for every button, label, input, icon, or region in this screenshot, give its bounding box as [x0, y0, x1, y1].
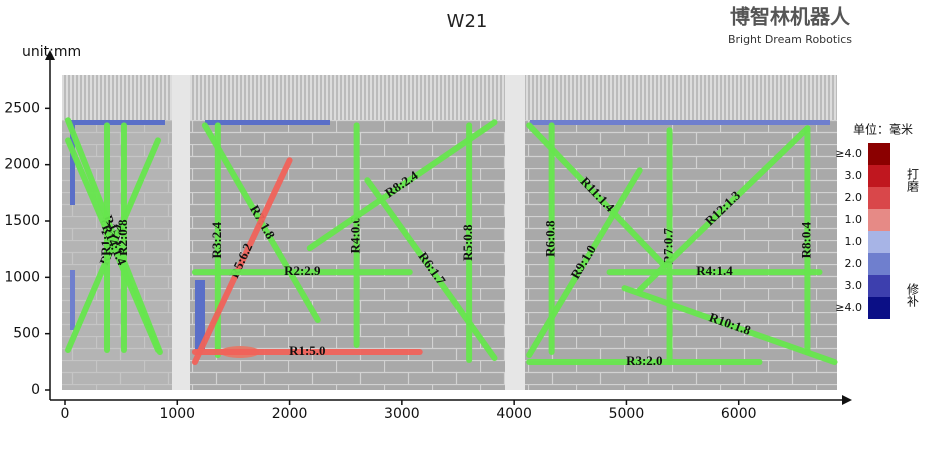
- colorbar-upper-note: 打磨: [906, 168, 920, 193]
- colorbar-swatch: [868, 187, 890, 209]
- measure-line: [621, 285, 838, 366]
- colorbar-swatch: [868, 253, 890, 275]
- y-tick-label: 1000: [4, 269, 40, 285]
- measure-label: R3:2.0: [626, 353, 662, 368]
- y-tick-label: 1500: [4, 213, 40, 229]
- colorbar-swatch: [868, 231, 890, 253]
- colorbar-label: ≥4.0: [835, 301, 862, 314]
- brand-name: 博智林机器人: [730, 5, 851, 29]
- measure-line: [306, 119, 498, 252]
- measure-line: [636, 125, 811, 294]
- x-tick-label: 4000: [496, 406, 532, 422]
- measure-label: R3:2.4: [209, 221, 224, 258]
- colorbar-swatch: [868, 165, 890, 187]
- colorbar-title: 单位：毫米: [853, 122, 913, 137]
- chart-title: W21: [447, 11, 488, 32]
- measure-label: R1:5.0: [289, 343, 325, 358]
- colorbar-label: 3.0: [845, 279, 863, 292]
- colorbar-lower-note: 修补: [906, 282, 920, 307]
- colorbar-label: 1.0: [845, 235, 863, 248]
- colorbar-swatch: [868, 297, 890, 319]
- x-tick-label: 3000: [384, 406, 420, 422]
- x-tick-label: 6000: [721, 406, 757, 422]
- measure-line: [364, 177, 498, 362]
- measure-line: [65, 137, 161, 354]
- measure-label: R5:0.8: [460, 224, 475, 261]
- y-axis-label: unit:mm: [22, 44, 81, 60]
- measure-label: R6:0.8: [543, 220, 558, 257]
- y-tick-label: 2000: [4, 157, 40, 173]
- colorbar-label: 2.0: [845, 257, 863, 270]
- x-tick-label: 0: [61, 406, 70, 422]
- colorbar-label: ≥4.0: [835, 147, 862, 160]
- x-tick-label: 2000: [272, 406, 308, 422]
- colorbar-label: 2.0: [845, 191, 863, 204]
- measure-line: [526, 167, 643, 359]
- axes: [45, 50, 852, 405]
- colorbar-swatch: [868, 209, 890, 231]
- y-tick-label: 500: [13, 326, 40, 342]
- colorbar-swatch: [868, 275, 890, 297]
- x-tick-label: 1000: [159, 406, 195, 422]
- colorbar-swatch: [868, 143, 890, 165]
- measure-label: R4:1.4: [696, 263, 733, 278]
- y-tick-label: 0: [31, 382, 40, 398]
- colorbar-label: 3.0: [845, 169, 863, 182]
- x-tick-label: 5000: [609, 406, 645, 422]
- measure-label: R2:2.9: [284, 263, 321, 278]
- colorbar-label: 1.0: [845, 213, 863, 226]
- measure-label: R8:0.4: [798, 221, 813, 258]
- measure-label: R1:1.2: [98, 219, 113, 255]
- measure-line: [191, 157, 293, 366]
- measure-label: R2:0.8: [115, 219, 130, 256]
- wall-scan: [62, 75, 837, 390]
- brand-tagline: Bright Dream Robotics: [728, 33, 852, 46]
- measure-label: R4:0.6: [348, 216, 363, 253]
- y-tick-label: 2500: [4, 100, 40, 116]
